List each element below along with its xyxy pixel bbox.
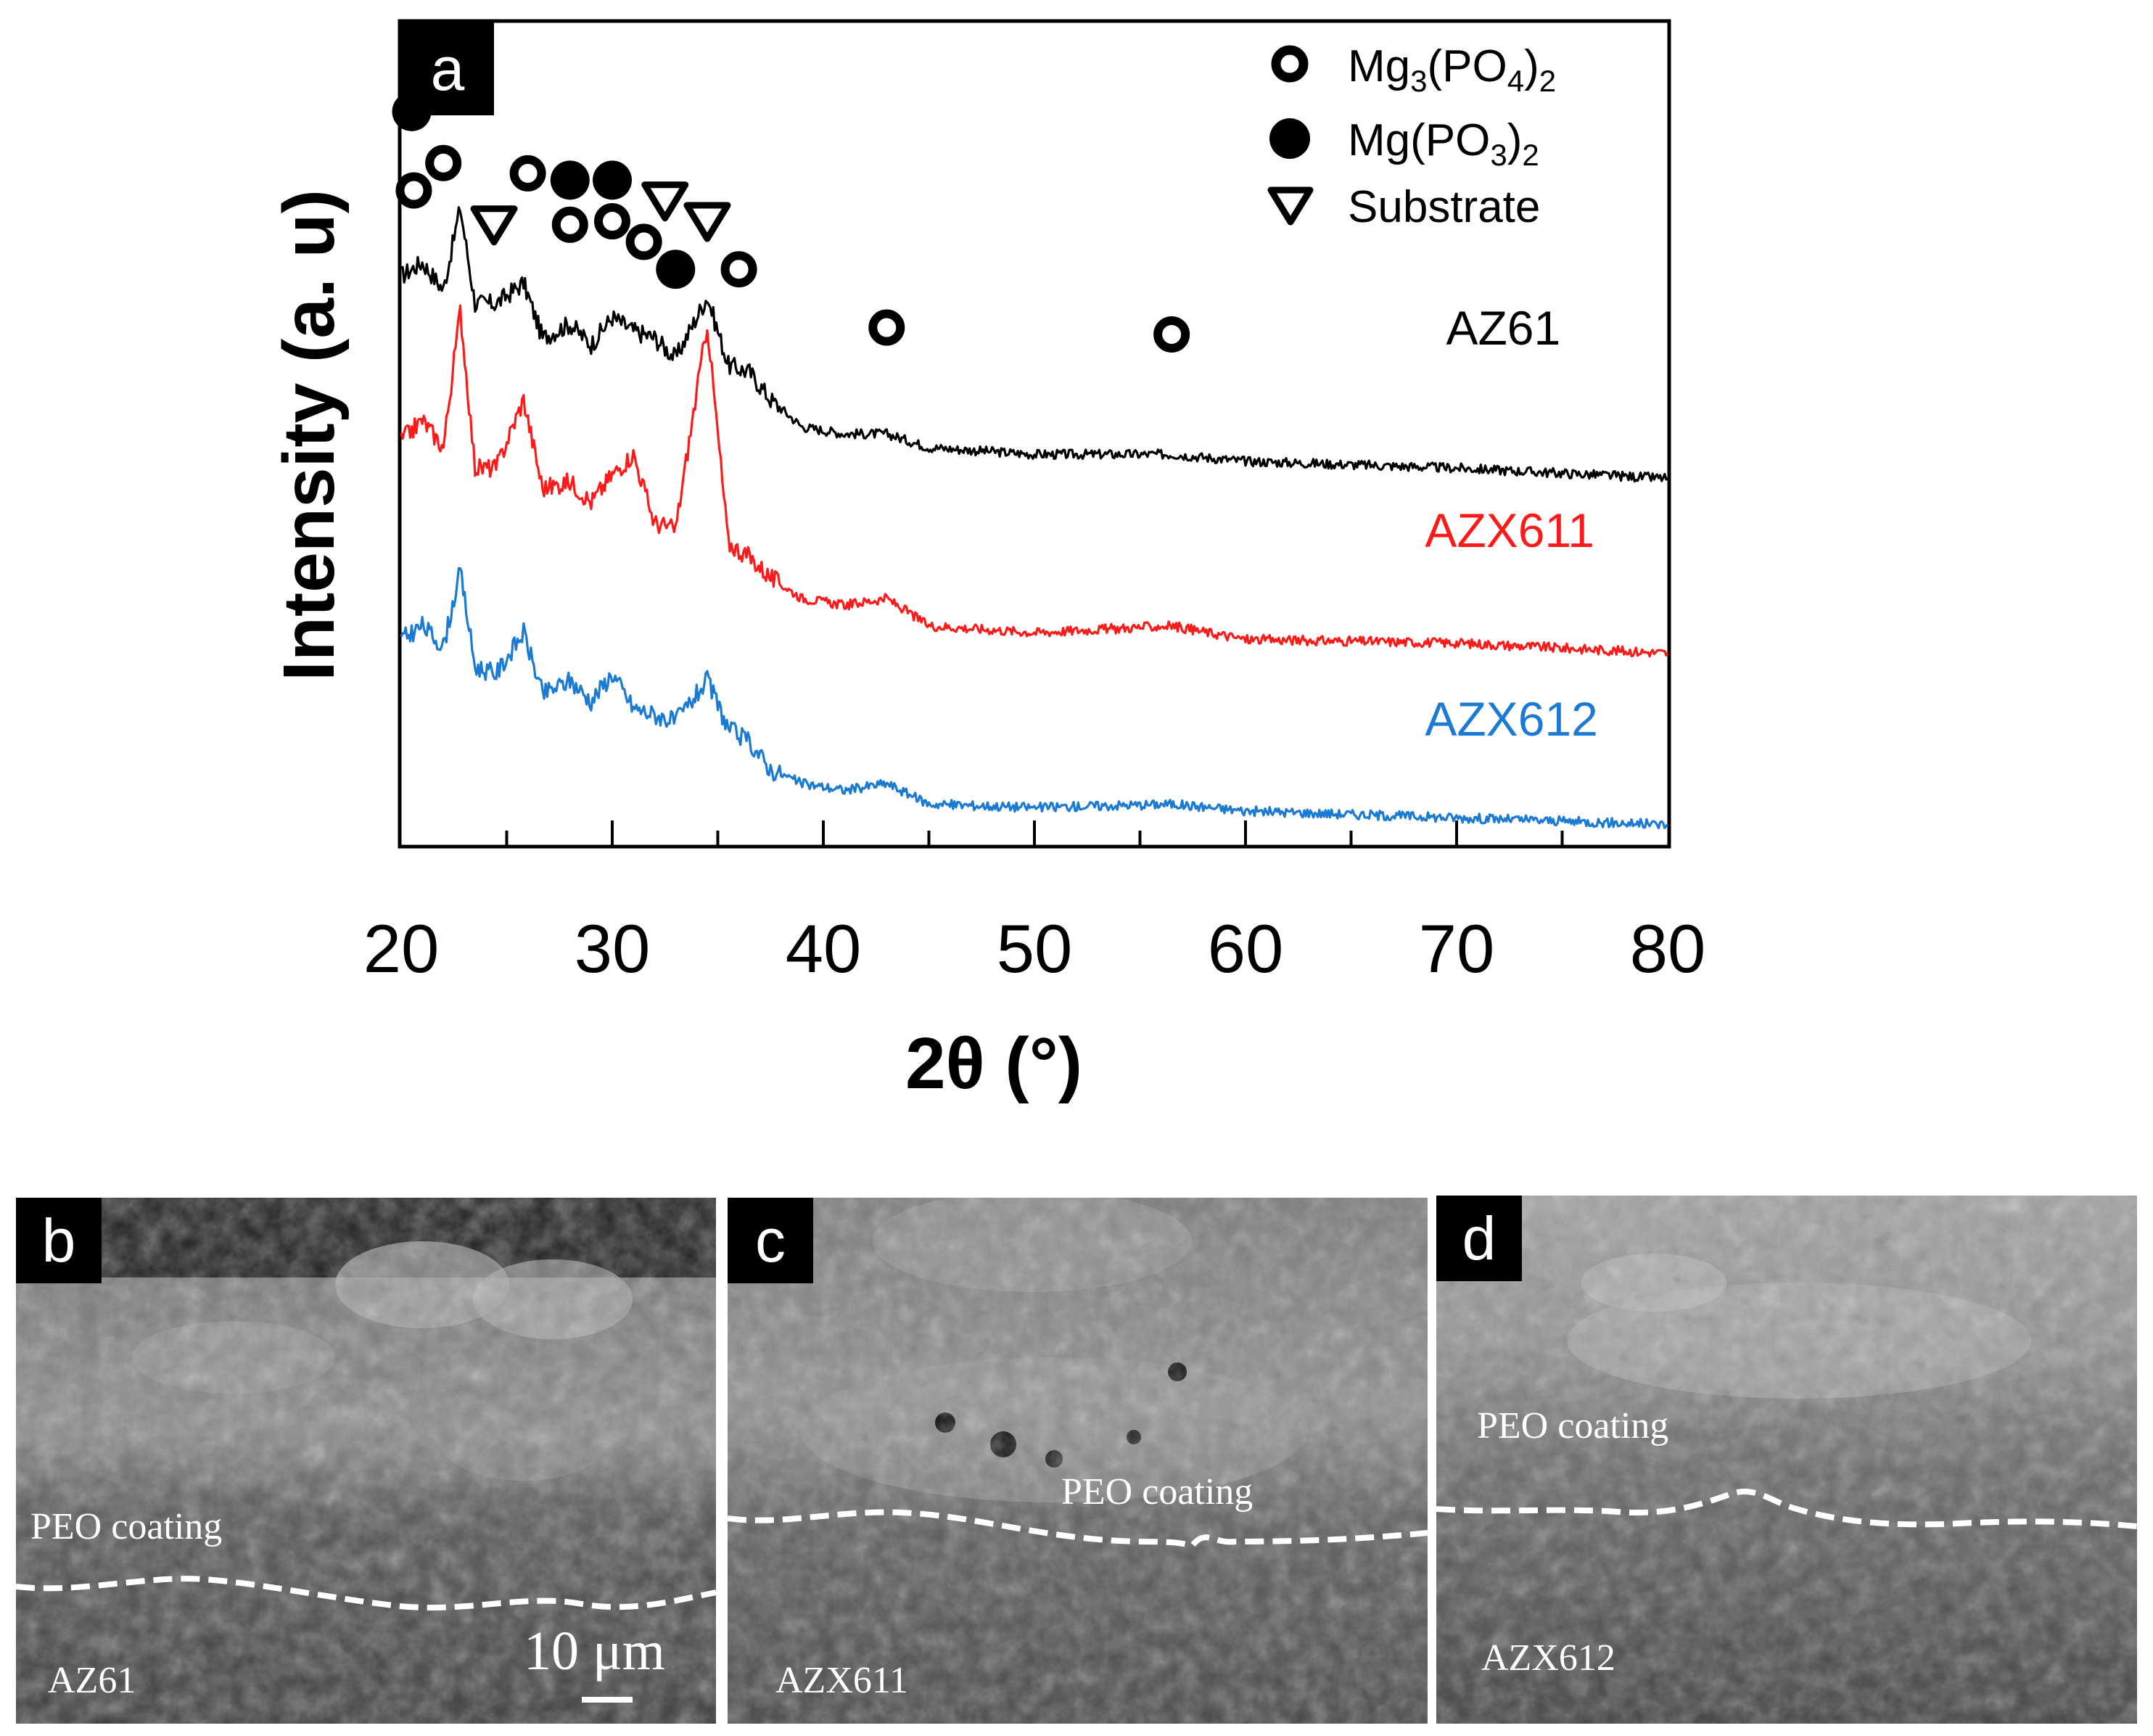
interface-line-d <box>1436 1489 2137 1529</box>
coating-label-c: PEO coating <box>1061 1471 1253 1513</box>
sem-image-c <box>728 1198 1428 1724</box>
peak-marker-open-circle-14 <box>720 251 757 288</box>
sem-image-b <box>16 1198 716 1724</box>
xrd-chart: 20 30 40 50 60 70 80 a 2θ (°) Intensity (a. u)… <box>268 19 1706 1104</box>
legend-filled-circle-marker <box>1269 118 1310 159</box>
coating-label-b: PEO coating <box>30 1506 223 1547</box>
peak-marker-open-circle-9 <box>594 203 630 240</box>
panel-tag-b: b <box>16 1198 102 1283</box>
x-axis-ticks: 20 30 40 50 60 70 80 <box>363 820 1706 987</box>
panel-tag-c: c <box>728 1198 813 1283</box>
series-line-azx612 <box>400 567 1669 830</box>
peak-marker-open-circle-16 <box>1153 316 1190 353</box>
x-tick-label-50: 50 <box>997 910 1073 987</box>
scale-bar <box>582 1697 633 1703</box>
coating-label-d: PEO coating <box>1477 1405 1669 1447</box>
peak-marker-filled-circle-6 <box>550 160 590 200</box>
peak-marker-open-circle-2 <box>425 144 462 181</box>
substrate-label-d: AZX612 <box>1481 1637 1615 1679</box>
series-label-azx611: AZX611 <box>1425 503 1594 557</box>
peak-marker-open-circle-7 <box>551 206 588 243</box>
sem-image-d <box>1436 1196 2137 1724</box>
scale-bar-label: 10 μm <box>524 1621 665 1682</box>
legend-open-circle-marker <box>1271 45 1309 83</box>
series-layer <box>400 206 1669 830</box>
plot-area-frame <box>398 19 1671 849</box>
legend-entry-mgpo32: Mg(PO3)2 <box>1348 115 1539 172</box>
x-tick-label-40: 40 <box>786 910 862 987</box>
x-tick-label-30: 30 <box>575 910 651 987</box>
sem-panel-d: d PEO coating AZX612 <box>1436 1196 2137 1724</box>
panel-tag-a: a <box>431 35 465 103</box>
peak-marker-down-triangle-10 <box>641 181 689 222</box>
legend: Mg3(PO4)2 Mg(PO3)2 Substrate <box>1267 41 1556 232</box>
interface-line-c <box>728 1509 1428 1550</box>
x-tick-label-80: 80 <box>1630 910 1706 987</box>
series-label-azx612: AZX612 <box>1425 692 1597 746</box>
series-line-azx611 <box>400 304 1669 658</box>
peak-marker-open-circle-5 <box>509 155 546 192</box>
peak-marker-open-circle-15 <box>868 309 905 346</box>
peak-marker-down-triangle-4 <box>470 205 518 246</box>
x-tick-label-20: 20 <box>363 910 440 987</box>
peak-marker-open-circle-1 <box>395 172 432 209</box>
x-tick-label-70: 70 <box>1419 910 1495 987</box>
x-tick-label-60: 60 <box>1208 910 1284 987</box>
series-label-az61: AZ61 <box>1446 301 1560 355</box>
substrate-label-b: AZ61 <box>48 1660 136 1701</box>
legend-entry-mg3po42: Mg3(PO4)2 <box>1348 41 1556 98</box>
substrate-label-c: AZX611 <box>775 1660 908 1701</box>
x-axis-title: 2θ (°) <box>905 1023 1082 1104</box>
y-axis-title: Intensity (a. u) <box>268 189 350 681</box>
panel-tag-d: d <box>1436 1196 1522 1281</box>
panel-tag-a-background <box>401 22 494 115</box>
peak-marker-filled-circle-8 <box>593 160 632 200</box>
legend-entry-substrate: Substrate <box>1348 182 1540 232</box>
sem-panel-b: b PEO coating AZ61 10 μm <box>16 1198 716 1724</box>
interface-line-b <box>16 1576 716 1610</box>
peak-marker-layer <box>392 66 1190 353</box>
peak-marker-filled-circle-13 <box>656 250 696 289</box>
sem-panel-c: c PEO coating AZX611 <box>728 1198 1428 1724</box>
peak-marker-open-circle-11 <box>625 223 662 260</box>
peak-marker-down-triangle-12 <box>683 202 731 242</box>
series-line-az61 <box>400 206 1668 483</box>
legend-triangle-marker <box>1267 186 1314 226</box>
